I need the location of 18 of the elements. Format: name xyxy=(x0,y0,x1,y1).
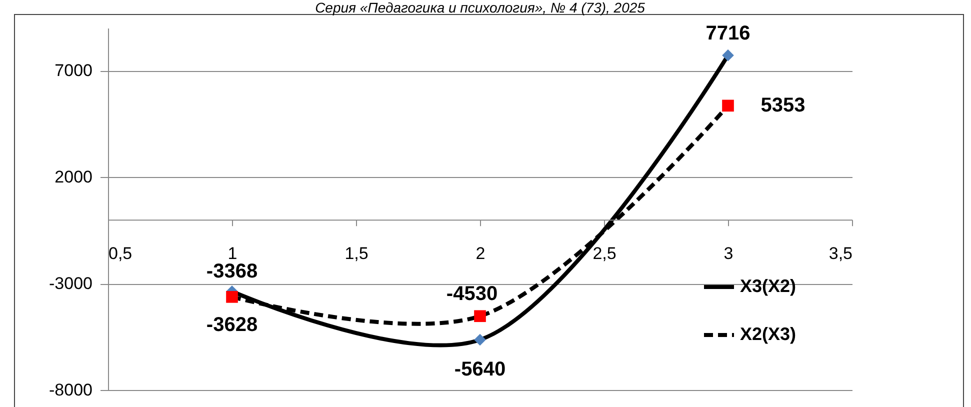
x-tick-label: 2,5 xyxy=(592,244,616,264)
y-tick-label: 7000 xyxy=(54,61,92,80)
x-tick-label: 3 xyxy=(724,244,734,264)
data-label: -5640 xyxy=(454,358,506,381)
x-tick-label: 2 xyxy=(476,244,486,264)
legend-label: X2(X3) xyxy=(740,324,796,344)
text: Серия «Педагогика и психология», № 4 (73), 2025 xyxy=(315,0,646,16)
data-label: -3628 xyxy=(206,314,258,336)
data-label: -4530 xyxy=(446,283,498,306)
legend-label: X3(X2) xyxy=(740,276,796,296)
x-tick-label: 1,5 xyxy=(344,244,368,264)
y-tick-label: 2000 xyxy=(54,168,92,187)
data-label: 7716 xyxy=(706,22,750,44)
x-tick-label: 0,5 xyxy=(108,244,132,264)
data-label: 5353 xyxy=(760,94,806,117)
y-tick-label: -8000 xyxy=(49,380,92,400)
y-tick-label: -3000 xyxy=(49,274,92,294)
x-tick-label: 3,5 xyxy=(828,244,852,264)
